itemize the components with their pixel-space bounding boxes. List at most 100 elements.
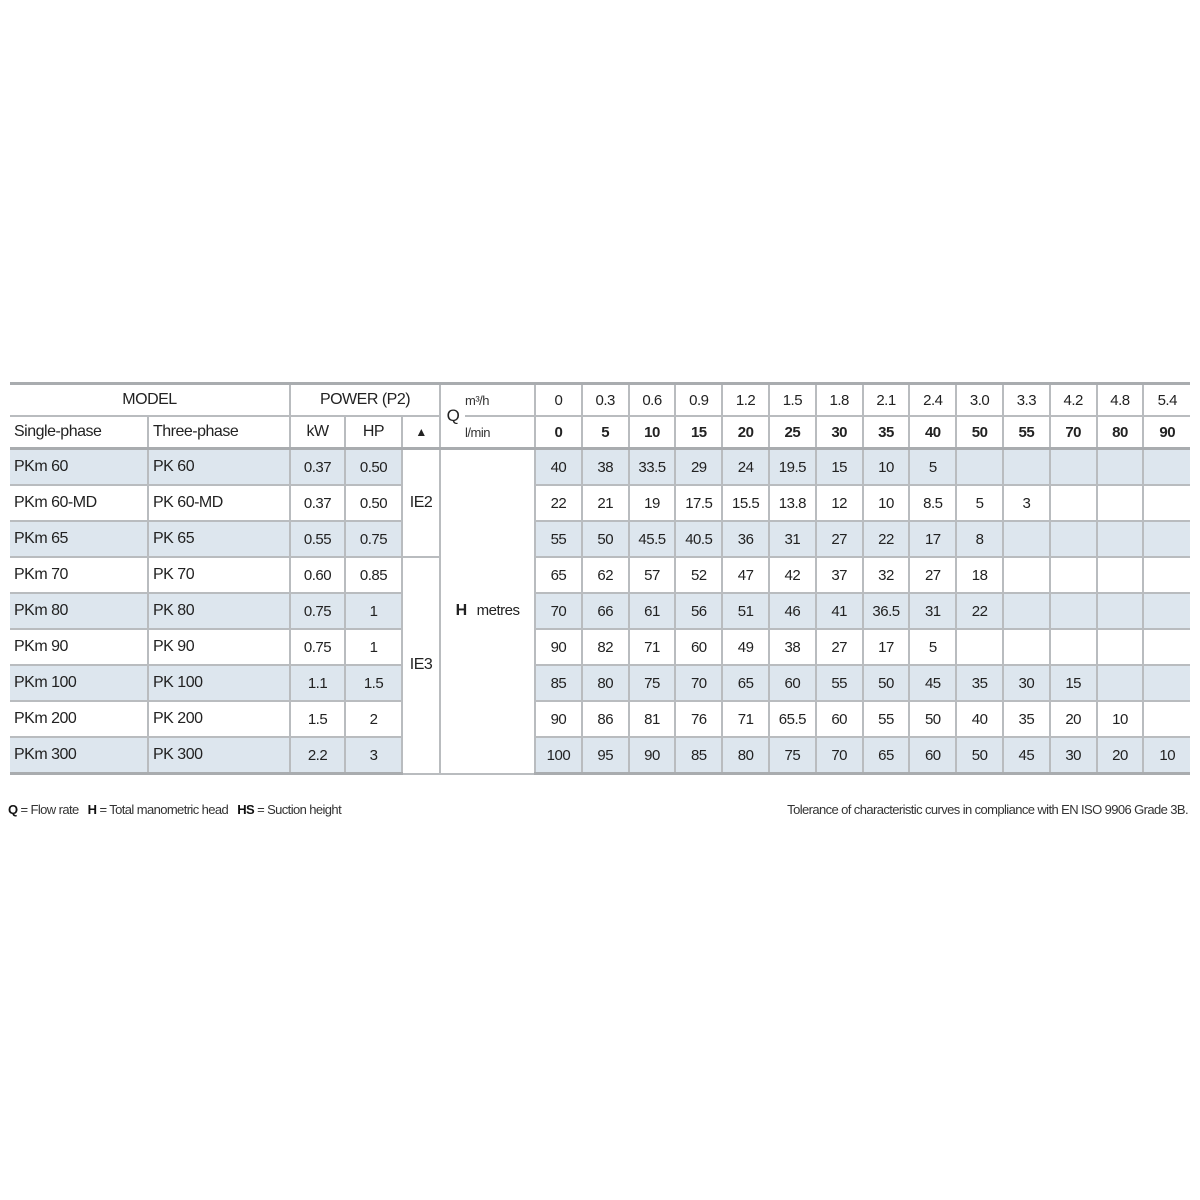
single-phase-model: PKm 60-MD	[10, 484, 149, 522]
head-value-cell: 30	[1001, 664, 1051, 702]
head-value-cell: 100	[534, 736, 583, 775]
head-value-cell	[1001, 592, 1051, 630]
head-value-cell: 80	[580, 664, 630, 702]
head-value-cell	[1095, 592, 1145, 630]
head-value-cell: 37	[814, 556, 864, 594]
head-value-cell: 60	[768, 664, 817, 702]
head-value-cell: 55	[814, 664, 864, 702]
head-value-cell: 60	[908, 736, 958, 775]
head-value-cell	[1142, 520, 1191, 558]
q-key: Q	[8, 802, 18, 817]
head-value-cell: 41	[814, 592, 864, 630]
table-row: PKm 65 PK 65 0.55 0.75 55 50 45.5 40.5 36 31 27 22 1…	[10, 520, 1191, 558]
power-kw: 0.60	[289, 556, 346, 594]
head-value-cell: 38	[580, 447, 630, 486]
single-phase-model: PKm 60	[10, 447, 149, 486]
head-value-cell: 10	[861, 484, 911, 522]
flow-lmin-cell: 10	[627, 415, 677, 450]
table-row: PKm 80 PK 80 0.75 1 70 66 61 56 51 46 41 36.5 31 22	[10, 592, 1191, 630]
head-value-cell: 10	[1142, 736, 1191, 775]
head-value-cell: 38	[768, 628, 817, 666]
head-value-cell: 22	[534, 484, 583, 522]
head-value-cell: 5	[908, 447, 958, 486]
head-value-cell: 10	[1095, 700, 1145, 738]
head-value-cell: 45	[908, 664, 958, 702]
power-kw: 1.1	[289, 664, 346, 702]
hs-def: = Suction height	[257, 802, 342, 817]
head-value-cell: 45.5	[627, 520, 677, 558]
head-value-cell: 51	[721, 592, 770, 630]
head-value-cell	[1142, 664, 1191, 702]
head-value-cell: 15	[814, 447, 864, 486]
head-value-cell: 65.5	[768, 700, 817, 738]
head-value-cell: 85	[674, 736, 724, 775]
head-value-cell: 40	[955, 700, 1004, 738]
three-phase-model: PK 80	[147, 592, 291, 630]
head-value-cell: 5	[955, 484, 1004, 522]
power-hp: 1	[344, 628, 403, 666]
power-label: POWER (P2)	[319, 391, 411, 408]
hs-key: HS	[237, 802, 255, 817]
three-phase-model: PK 300	[147, 736, 291, 775]
single-phase-model: PKm 200	[10, 700, 149, 738]
head-value-cell: 36.5	[861, 592, 911, 630]
three-phase-model: PK 70	[147, 556, 291, 594]
head-value-cell: 21	[580, 484, 630, 522]
head-value-cell: 66	[580, 592, 630, 630]
table-row: PKm 100 PK 100 1.1 1.5 85 80 75 70 65 60 55 50 45 35 3…	[10, 664, 1191, 702]
head-value-cell: 60	[674, 628, 724, 666]
head-value-cell: 20	[1095, 736, 1145, 775]
head-value-cell	[1142, 447, 1191, 486]
head-value-cell: 5	[908, 628, 958, 666]
head-value-cell: 55	[861, 700, 911, 738]
head-value-cell: 85	[534, 664, 583, 702]
head-value-cell: 70	[674, 664, 724, 702]
head-value-cell	[1095, 447, 1145, 486]
flow-lmin-cell: 90	[1142, 415, 1191, 450]
head-value-cell: 13.8	[768, 484, 817, 522]
head-value-cell: 36	[721, 520, 770, 558]
head-value-cell	[1001, 520, 1051, 558]
head-value-cell	[1095, 628, 1145, 666]
power-hp: 1	[344, 592, 403, 630]
power-kw: 0.37	[289, 447, 346, 486]
head-value-cell: 81	[627, 700, 677, 738]
h-def: = Total manometric head	[99, 802, 229, 817]
power-hp: 2	[344, 700, 403, 738]
head-value-cell	[1048, 556, 1098, 594]
head-value-cell: 71	[627, 628, 677, 666]
power-kw: 0.75	[289, 628, 346, 666]
head-value-cell: 27	[814, 520, 864, 558]
single-phase-model: PKm 65	[10, 520, 149, 558]
head-value-cell: 65	[861, 736, 911, 775]
power-header: POWER (P2)	[288, 382, 442, 417]
power-kw: 0.75	[289, 592, 346, 630]
flow-lmin-cell: 0	[534, 415, 583, 450]
head-value-cell	[1095, 556, 1145, 594]
power-hp: 0.50	[344, 484, 403, 522]
head-value-cell: 15	[1048, 664, 1098, 702]
table-row: PKm 70 PK 70 0.60 0.85 IE3 65 62 57 52 47 42 37 32 27…	[10, 556, 1191, 775]
flow-lmin-cell: 25	[768, 415, 817, 450]
flow-lmin-cell: 20	[721, 415, 770, 450]
three-phase-model: PK 200	[147, 700, 291, 738]
head-value-cell: 19	[627, 484, 677, 522]
head-value-cell: 49	[721, 628, 770, 666]
three-phase-model: PK 90	[147, 628, 291, 666]
head-value-cell: 17	[908, 520, 958, 558]
q-label: Q	[439, 382, 466, 450]
head-value-cell: 61	[627, 592, 677, 630]
three-phase-model: PK 60	[147, 447, 291, 486]
head-value-cell	[1048, 592, 1098, 630]
head-value-cell	[1142, 628, 1191, 666]
three-phase-header: Three-phase	[147, 415, 291, 450]
head-value-cell: 22	[955, 592, 1004, 630]
head-value-cell: 95	[580, 736, 630, 775]
table-row: PKm 60-MD PK 60-MD 0.37 0.50 22 21 19 17.5 15.5 1…	[10, 484, 1191, 522]
pump-performance-table: MODEL POWER (P2) Q m³/h 0 0.3 0.6 0.9 1.2 1.5…	[10, 382, 1191, 775]
head-value-cell	[1095, 664, 1145, 702]
table-row: PKm 300 PK 300 2.2 3 100 95 90 85 80 75 70 65 60 50 45…	[10, 736, 1191, 775]
head-value-cell: 17.5	[674, 484, 724, 522]
flow-m3h-cell: 0	[534, 382, 583, 417]
